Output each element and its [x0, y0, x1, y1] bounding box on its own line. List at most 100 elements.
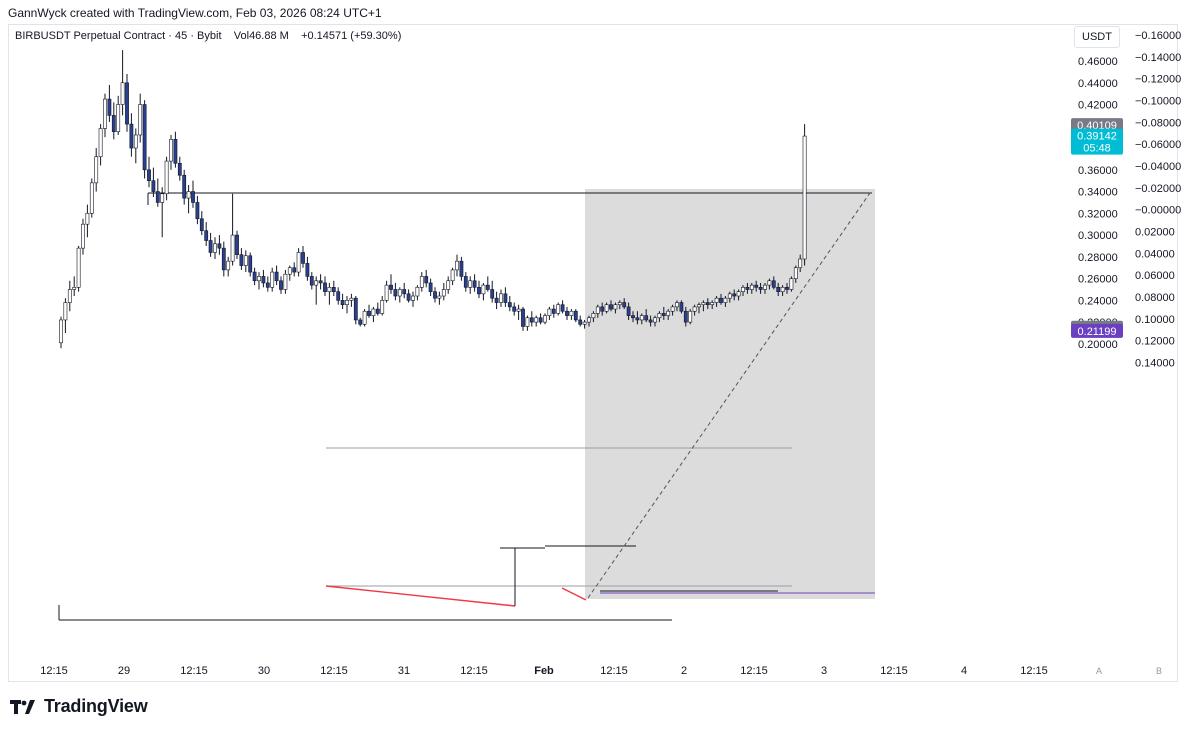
tradingview-brand: TradingView: [44, 696, 148, 716]
time-tick-label: 12:15: [1020, 665, 1048, 677]
price-tick-label: 0.24000: [1078, 295, 1118, 307]
secondary-tick-label: −0.06000: [1135, 139, 1181, 151]
secondary-tick-label: 0.08000: [1135, 292, 1175, 304]
candle-body: [569, 310, 574, 316]
secondary-tick-label: −0.16000: [1135, 30, 1181, 42]
candle-body: [547, 308, 552, 316]
candle-body: [63, 302, 68, 321]
price-tick-label: 0.30000: [1078, 230, 1118, 242]
candle-body: [103, 98, 107, 129]
candle-body: [468, 280, 473, 288]
candle-body: [419, 276, 424, 288]
candle-body: [648, 319, 653, 323]
candle-body: [353, 297, 358, 321]
price-tick-label: 0.46000: [1078, 56, 1118, 68]
candle-body: [213, 243, 217, 253]
candle-body: [793, 267, 798, 279]
candle-body: [402, 289, 407, 295]
candle-body: [155, 191, 160, 203]
symbol-exchange: Bybit: [197, 30, 222, 42]
time-tick-label: 12:15: [180, 665, 208, 677]
secondary-tick-label: 0.06000: [1135, 270, 1175, 282]
candle-body: [780, 287, 785, 292]
candle-body: [529, 317, 534, 323]
time-tick-label: 31: [398, 665, 410, 677]
time-axis[interactable]: 12:15 29 12:15 30 12:15 31 12:15 Feb 12:15 2 12:15…: [40, 665, 1162, 677]
candle-body: [771, 280, 776, 288]
tradingview-logo-icon: [10, 698, 36, 716]
price-axis[interactable]: 0.460000.440000.420000.400000.380000.360…: [1078, 56, 1118, 351]
candle-body: [169, 139, 173, 162]
candle-body: [551, 308, 556, 314]
candle-body: [494, 297, 499, 303]
candle-body: [107, 98, 112, 116]
candle-body: [578, 319, 583, 325]
candle-body: [151, 180, 156, 192]
price-tag: [1071, 323, 1123, 338]
secondary-tick-label: −0.14000: [1135, 52, 1181, 64]
candle-body: [327, 287, 332, 292]
secondary-tick-label: −0.10000: [1135, 95, 1181, 107]
secondary-tick-label: 0.04000: [1135, 248, 1175, 260]
candle-body: [446, 280, 451, 290]
candle-body: [604, 304, 609, 312]
candle-body: [362, 310, 367, 325]
candle-body: [89, 182, 94, 214]
axis-scale-button: A: [1096, 666, 1102, 676]
candle-body: [208, 240, 213, 253]
candle-body: [309, 276, 314, 286]
candle-body: [265, 282, 270, 288]
symbol-legend[interactable]: BIRBUSDT Perpetual Contract · 45 · Bybit…: [15, 30, 402, 42]
candle-body: [481, 284, 486, 295]
candle-body: [252, 271, 257, 282]
candle-body: [116, 104, 121, 133]
currency-selector-button[interactable]: USDT: [1074, 26, 1120, 48]
price-change: +0.14571 (+59.30%): [301, 30, 402, 42]
candlestick-chart[interactable]: 0.460000.440000.420000.400000.380000.360…: [0, 0, 1200, 690]
candle-body: [758, 287, 763, 290]
candle-body: [204, 230, 209, 241]
candle-body: [173, 139, 178, 164]
drawing-lines-layer: [58, 189, 875, 621]
time-tick-label: Feb: [534, 665, 554, 677]
candle-body: [375, 308, 380, 314]
candle-body: [560, 304, 565, 312]
candle-body: [714, 297, 719, 303]
candle-body: [450, 269, 455, 282]
candle-body: [85, 213, 90, 225]
volume-label: Vol: [233, 30, 250, 42]
candle-body: [274, 271, 279, 282]
candle-body: [710, 302, 715, 306]
candle-body: [296, 252, 301, 273]
candle-body: [283, 273, 288, 290]
secondary-tick-label: −0.08000: [1135, 117, 1181, 129]
candle-body: [67, 289, 72, 303]
candle-body: [397, 289, 402, 297]
volume-value: 46.88 M: [249, 30, 289, 42]
divergence-line-1: [325, 585, 516, 607]
candle-body: [472, 280, 477, 288]
candle-body: [142, 104, 147, 171]
candle-body: [129, 123, 134, 149]
candle-body: [191, 191, 195, 203]
candle-body: [147, 169, 151, 181]
price-tag-label: 0.39142: [1077, 131, 1117, 143]
candle-body: [389, 284, 393, 290]
candle-body: [631, 315, 635, 319]
candle-body: [367, 310, 371, 316]
candle-body: [763, 284, 767, 290]
secondary-price-axis[interactable]: −0.16000 −0.14000 −0.12000 −0.10000 −0.08000…: [1135, 30, 1181, 369]
price-tag: [1071, 118, 1123, 133]
candle-body: [697, 304, 701, 308]
candle-body: [182, 174, 187, 199]
candle-body: [521, 308, 525, 327]
candle-body: [653, 317, 657, 323]
candle-body: [349, 297, 354, 301]
candle-body: [626, 306, 631, 316]
candle-body: [565, 310, 569, 316]
candle-body: [221, 247, 226, 271]
candle-body: [507, 302, 512, 308]
candle-body: [406, 293, 411, 301]
secondary-tick-label: 0.02000: [1135, 226, 1175, 238]
price-tick-label: 0.42000: [1078, 100, 1118, 112]
